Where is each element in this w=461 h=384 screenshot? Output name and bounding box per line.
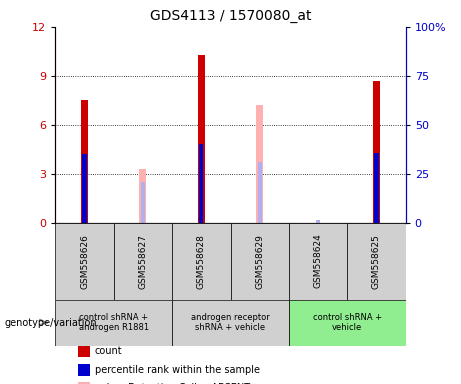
Bar [141, 182, 145, 223]
Bar [373, 81, 380, 223]
Bar [55, 300, 172, 346]
Bar [114, 223, 172, 300]
Bar [199, 144, 203, 223]
Text: GSM558627: GSM558627 [138, 234, 148, 288]
Bar [347, 223, 406, 300]
Text: GSM558629: GSM558629 [255, 234, 264, 288]
Text: GSM558628: GSM558628 [197, 234, 206, 288]
Title: GDS4113 / 1570080_at: GDS4113 / 1570080_at [150, 9, 311, 23]
Bar [316, 220, 320, 223]
Bar [258, 162, 262, 223]
Text: GSM558626: GSM558626 [80, 234, 89, 288]
Text: genotype/variation: genotype/variation [5, 318, 97, 328]
Bar [198, 55, 205, 223]
Bar [374, 153, 378, 223]
Bar [139, 169, 147, 223]
Bar [230, 223, 289, 300]
Bar [316, 220, 320, 223]
Text: percentile rank within the sample: percentile rank within the sample [95, 365, 260, 375]
Bar [83, 154, 87, 223]
Text: control shRNA +
androgen R1881: control shRNA + androgen R1881 [79, 313, 149, 332]
Text: androgen receptor
shRNA + vehicle: androgen receptor shRNA + vehicle [191, 313, 270, 332]
Bar [172, 223, 230, 300]
Bar [172, 300, 289, 346]
Bar [289, 300, 406, 346]
Text: control shRNA +
vehicle: control shRNA + vehicle [313, 313, 382, 332]
Bar [289, 223, 347, 300]
Text: count: count [95, 346, 122, 356]
Bar [256, 105, 263, 223]
Bar [81, 100, 88, 223]
Text: GSM558624: GSM558624 [313, 234, 323, 288]
Text: value, Detection Call = ABSENT: value, Detection Call = ABSENT [95, 383, 249, 384]
Bar [55, 223, 114, 300]
Text: GSM558625: GSM558625 [372, 234, 381, 288]
